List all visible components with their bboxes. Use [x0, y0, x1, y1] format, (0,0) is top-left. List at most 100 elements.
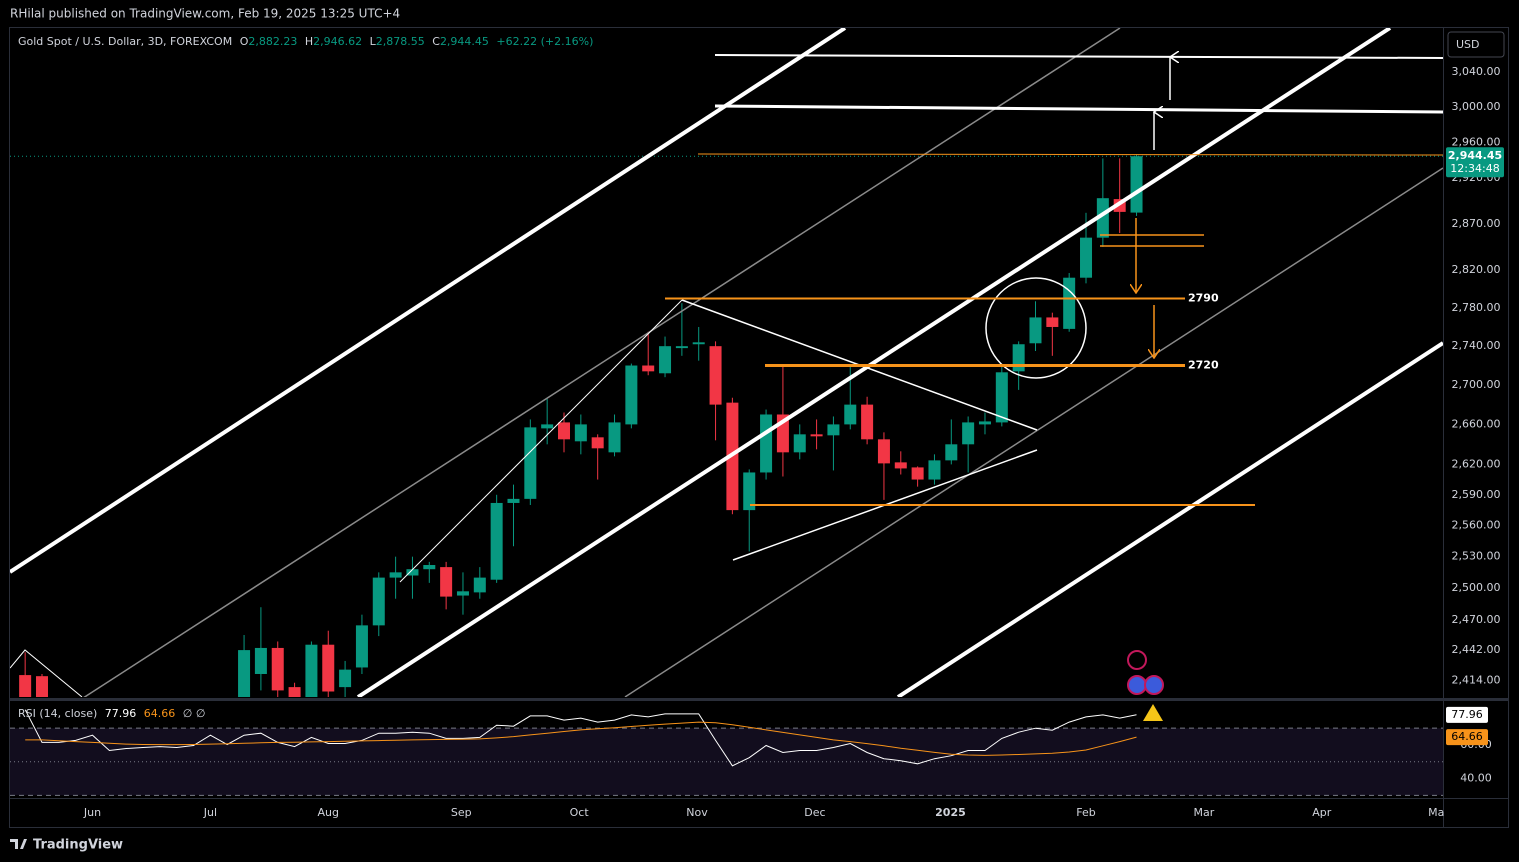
change: +62.22 (+2.16%): [496, 35, 593, 48]
ohlc-key: L: [370, 35, 377, 48]
candle-body: [894, 462, 907, 469]
symbol-title: Gold Spot / U.S. Dollar, 3D, FOREXCOM: [18, 35, 232, 48]
rsi-line: [24, 709, 1137, 767]
rsi-value: 77.96: [105, 707, 137, 720]
level-label: 2720: [1188, 359, 1219, 372]
frame: [9, 27, 1509, 828]
candle-body: [440, 567, 453, 597]
rsi-value-box: [1446, 729, 1488, 746]
candle-body: [19, 675, 32, 697]
candle-body: [945, 444, 958, 461]
candle-body: [355, 625, 368, 668]
y-tick-label: 2,500.00: [1452, 581, 1501, 594]
y-tick-label: 2,870.00: [1452, 217, 1501, 230]
candle-body: [692, 342, 705, 345]
candle-body: [238, 650, 251, 697]
x-tick-label: 2025: [935, 806, 966, 819]
candle-body: [608, 422, 621, 453]
trend-line: [399, 299, 683, 583]
y-tick-label: 3,040.00: [1452, 65, 1501, 78]
candle-body: [659, 346, 672, 374]
candle-body: [372, 577, 385, 626]
x-tick-label: Aug: [318, 806, 339, 819]
candle-body: [1029, 317, 1042, 344]
drawings: [10, 28, 1443, 697]
candle-body: [541, 424, 554, 429]
candle-body: [978, 421, 991, 425]
candle-body: [473, 577, 486, 593]
ohlc-key: O: [240, 35, 249, 48]
candle-body: [406, 569, 419, 576]
channel-line: [896, 341, 1443, 697]
rsi-line: [25, 721, 1137, 756]
ohlc-value: 2,878.55: [376, 35, 425, 48]
candle-body: [1130, 156, 1143, 213]
candle-body: [827, 424, 840, 436]
event-icon[interactable]: [1127, 675, 1147, 695]
candle-body: [389, 572, 402, 578]
candle-body: [675, 346, 688, 349]
x-tick-label: Jul: [203, 806, 217, 819]
y-tick-label: 2,414.00: [1452, 674, 1501, 687]
last-price-label: 2,944.45: [1448, 149, 1502, 162]
y-tick-label: 3,000.00: [1452, 100, 1501, 113]
level-label: 2790: [1188, 291, 1219, 304]
rsi-tick-label: 40.00: [1460, 772, 1492, 785]
y-tick-label: 2,960.00: [1452, 135, 1501, 148]
candle-body: [1063, 277, 1076, 329]
rsi-value-label: 77.96: [1451, 708, 1483, 721]
y-tick-label: 2,820.00: [1452, 263, 1501, 276]
candle-body: [271, 647, 284, 691]
x-tick-label: Oct: [570, 806, 590, 819]
candle-body: [995, 372, 1008, 423]
ohlc-key: H: [305, 35, 313, 48]
candle-body: [524, 427, 537, 499]
highlight-circle: [985, 277, 1087, 379]
candle-body: [574, 424, 587, 442]
candle-body: [1046, 317, 1059, 327]
candle-body: [844, 404, 857, 425]
y-tick-label: 2,470.00: [1452, 613, 1501, 626]
currency-button[interactable]: [1447, 31, 1505, 58]
trend-line: [10, 649, 83, 697]
channel-mid-line: [83, 28, 1121, 697]
target-line: [714, 104, 1443, 114]
rsi-extra: ∅ ∅: [183, 707, 206, 720]
candle-body: [254, 647, 267, 674]
rsi-value-box: [1446, 706, 1488, 723]
x-tick-label: Feb: [1076, 806, 1095, 819]
brand: TradingView: [33, 838, 123, 853]
event-icon[interactable]: [1144, 675, 1164, 695]
brand-logo: [10, 839, 27, 849]
channel-line: [356, 28, 1392, 697]
y-tick-label: 2,560.00: [1452, 519, 1501, 532]
rsi-value-label: 64.66: [1451, 730, 1483, 743]
rsi-legend: RSI (14, close) 77.96 64.66 ∅ ∅: [18, 707, 205, 720]
y-tick-label: 2,740.00: [1452, 339, 1501, 352]
x-tick-label: Nov: [686, 806, 708, 819]
candle-body: [928, 460, 941, 480]
symbol-header: Gold Spot / U.S. Dollar, 3D, FOREXCOM O2…: [18, 35, 593, 48]
candle-body: [810, 434, 823, 437]
ohlc-key: C: [432, 35, 440, 48]
x-tick-label: Sep: [451, 806, 472, 819]
y-tick-label: 2,700.00: [1452, 378, 1501, 391]
candle-body: [911, 467, 924, 480]
candle-body: [962, 422, 975, 445]
warning-icon[interactable]: [1143, 704, 1163, 721]
event-icon[interactable]: [1127, 650, 1147, 670]
candle-body: [591, 437, 604, 449]
x-tick-label: Mar: [1194, 806, 1215, 819]
ohlc-value: 2,882.23: [248, 35, 297, 48]
y-tick-label: 2,530.00: [1452, 550, 1501, 563]
candle-body: [490, 502, 503, 580]
rsi-ma-value: 64.66: [144, 707, 176, 720]
candle-body: [1096, 198, 1109, 238]
currency: USD: [1456, 38, 1480, 51]
candle-body: [305, 644, 318, 697]
y-tick-label: 2,590.00: [1452, 488, 1501, 501]
candle-body: [1080, 237, 1093, 278]
x-tick-label: Jun: [83, 806, 101, 819]
